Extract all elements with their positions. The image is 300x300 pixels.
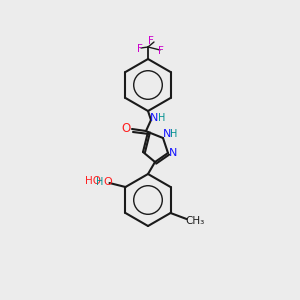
Text: F: F <box>137 44 143 54</box>
Text: HO: HO <box>85 176 101 186</box>
Text: F: F <box>148 36 154 46</box>
Text: O: O <box>122 122 130 136</box>
Text: N: N <box>150 113 158 123</box>
Text: H: H <box>170 129 178 139</box>
Text: N: N <box>163 129 171 139</box>
Text: F: F <box>158 46 164 56</box>
Text: H: H <box>158 113 166 123</box>
Text: O: O <box>103 177 112 187</box>
Text: N: N <box>169 148 177 158</box>
Text: CH₃: CH₃ <box>185 216 204 226</box>
Text: H: H <box>96 177 103 187</box>
